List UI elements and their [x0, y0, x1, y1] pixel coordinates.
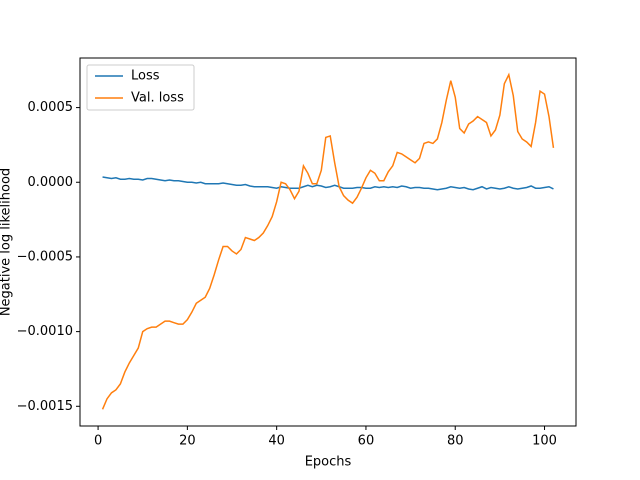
- x-axis-label: Epochs: [305, 455, 352, 470]
- legend-label: Loss: [131, 69, 160, 84]
- axes-frame: [79, 57, 577, 427]
- series-line: [101, 72, 555, 410]
- y-tick-label: −0.0015: [17, 399, 73, 414]
- y-axis-label: Negative log likelihood: [0, 168, 14, 316]
- x-tick-label: 80: [447, 434, 464, 449]
- x-tick-label: 0: [94, 434, 102, 449]
- y-tick-label: 0.0005: [28, 100, 74, 115]
- x-tick-label: 60: [358, 434, 375, 449]
- y-tick-label: 0.0000: [28, 175, 74, 190]
- y-tick-label: −0.0010: [17, 324, 73, 339]
- series-line: [102, 176, 554, 191]
- y-tick-label: −0.0005: [17, 249, 73, 264]
- x-tick-label: 100: [532, 434, 557, 449]
- x-tick-label: 40: [268, 434, 285, 449]
- legend-label: Val. loss: [131, 91, 184, 106]
- x-tick-label: 20: [179, 434, 196, 449]
